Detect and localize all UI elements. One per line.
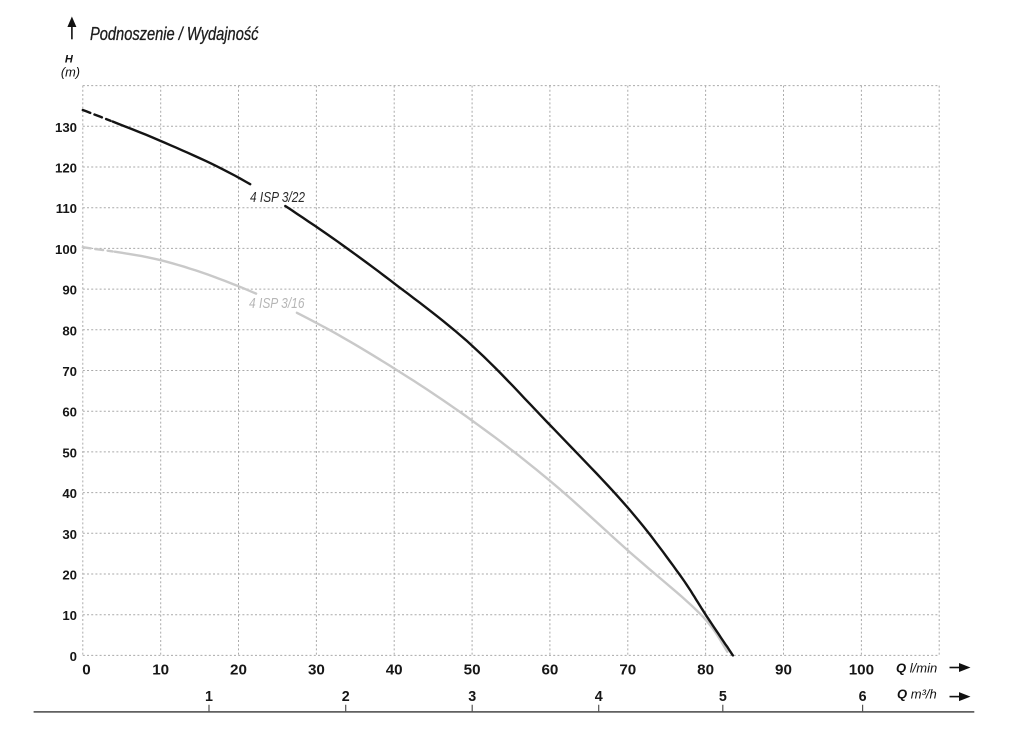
svg-text:2: 2	[342, 689, 350, 705]
svg-text:Podnoszenie / Wydajność: Podnoszenie / Wydajność	[90, 23, 259, 44]
svg-text:50: 50	[62, 445, 77, 460]
svg-text:90: 90	[775, 662, 792, 679]
svg-text:80: 80	[697, 662, 714, 679]
svg-text:H: H	[65, 53, 74, 65]
svg-text:120: 120	[55, 161, 77, 176]
svg-text:4 ISP 3/22: 4 ISP 3/22	[250, 190, 305, 206]
svg-text:(m): (m)	[61, 64, 80, 79]
svg-text:3: 3	[468, 689, 476, 705]
svg-text:100: 100	[55, 242, 77, 257]
svg-text:0: 0	[82, 662, 90, 679]
svg-text:70: 70	[619, 662, 636, 679]
svg-text:20: 20	[62, 568, 77, 583]
svg-text:1: 1	[205, 689, 213, 705]
svg-text:60: 60	[62, 405, 77, 420]
svg-text:80: 80	[62, 323, 77, 338]
svg-text:Q l/min: Q l/min	[896, 661, 937, 676]
svg-text:70: 70	[62, 364, 77, 379]
svg-text:6: 6	[859, 689, 867, 705]
svg-text:40: 40	[62, 486, 77, 501]
svg-text:130: 130	[55, 120, 77, 135]
svg-text:4 ISP 3/16: 4 ISP 3/16	[249, 296, 305, 312]
svg-text:30: 30	[62, 527, 77, 542]
svg-text:90: 90	[62, 283, 77, 298]
svg-text:4: 4	[595, 689, 603, 705]
svg-text:110: 110	[56, 201, 77, 216]
svg-text:40: 40	[386, 662, 403, 679]
svg-text:0: 0	[70, 649, 77, 664]
svg-text:60: 60	[541, 662, 558, 679]
svg-text:5: 5	[719, 689, 727, 705]
svg-text:30: 30	[308, 662, 325, 679]
svg-text:100: 100	[849, 662, 874, 679]
svg-text:20: 20	[230, 662, 247, 679]
svg-text:10: 10	[152, 662, 169, 679]
svg-text:10: 10	[62, 608, 77, 623]
svg-text:Q m³/h: Q m³/h	[897, 686, 937, 701]
svg-text:50: 50	[464, 662, 481, 679]
